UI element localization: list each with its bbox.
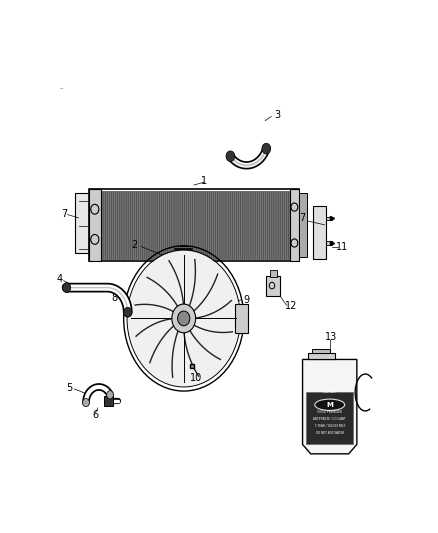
Polygon shape [313, 206, 326, 259]
Text: 50/50 PREMIXED: 50/50 PREMIXED [317, 410, 342, 414]
FancyBboxPatch shape [299, 193, 307, 257]
Text: MOPAR: MOPAR [323, 391, 337, 394]
FancyBboxPatch shape [99, 191, 289, 259]
Circle shape [83, 399, 89, 407]
Text: DO NOT ADD WATER: DO NOT ADD WATER [316, 431, 344, 435]
Text: 6: 6 [92, 410, 99, 420]
Text: 7: 7 [61, 209, 67, 219]
FancyBboxPatch shape [312, 349, 330, 353]
Circle shape [107, 391, 113, 399]
Text: 13: 13 [325, 332, 338, 342]
Ellipse shape [315, 399, 345, 410]
Text: 10: 10 [190, 373, 202, 383]
Text: –: – [60, 86, 64, 92]
FancyBboxPatch shape [266, 276, 280, 296]
Text: 7: 7 [300, 213, 306, 223]
Polygon shape [303, 359, 357, 454]
FancyBboxPatch shape [325, 216, 332, 220]
Text: 1: 1 [201, 176, 207, 186]
Circle shape [226, 151, 235, 161]
FancyBboxPatch shape [290, 189, 299, 261]
Text: 12: 12 [285, 301, 297, 311]
FancyBboxPatch shape [270, 270, 277, 277]
Text: 8: 8 [111, 293, 117, 303]
FancyBboxPatch shape [104, 395, 113, 406]
Circle shape [172, 304, 196, 333]
Circle shape [262, 143, 271, 154]
Circle shape [128, 251, 240, 386]
Text: M: M [326, 402, 333, 408]
FancyBboxPatch shape [235, 304, 248, 333]
Text: 5 YEAR / 100,000 MILE: 5 YEAR / 100,000 MILE [314, 424, 345, 427]
Text: 5: 5 [67, 383, 73, 393]
FancyBboxPatch shape [88, 189, 101, 261]
Text: 11: 11 [336, 241, 348, 252]
FancyBboxPatch shape [306, 392, 353, 445]
FancyBboxPatch shape [325, 241, 332, 245]
Polygon shape [75, 193, 99, 253]
Circle shape [63, 282, 71, 293]
Text: 4: 4 [57, 274, 63, 285]
Text: ANTIFREEZE / COOLANT: ANTIFREEZE / COOLANT [313, 417, 346, 421]
FancyBboxPatch shape [308, 353, 335, 359]
Text: 3: 3 [274, 110, 280, 120]
Circle shape [124, 308, 132, 317]
Circle shape [178, 311, 190, 326]
Text: 2: 2 [131, 240, 138, 251]
Text: 9: 9 [244, 295, 250, 305]
